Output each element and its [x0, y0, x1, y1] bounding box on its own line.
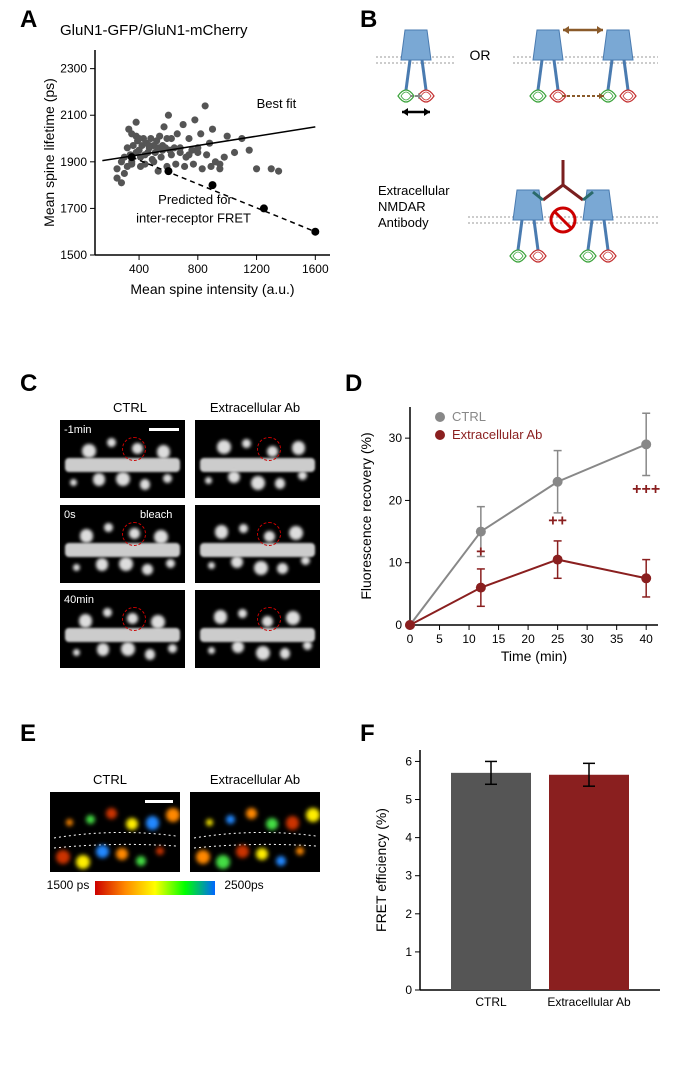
svg-text:1700: 1700 — [60, 201, 87, 215]
svg-text:Predicted for: Predicted for — [158, 192, 232, 207]
svg-text:40: 40 — [640, 632, 654, 646]
svg-text:400: 400 — [129, 262, 149, 276]
svg-text:5: 5 — [436, 632, 443, 646]
svg-text:Fluorescence recovery (%): Fluorescence recovery (%) — [358, 432, 374, 599]
panel-f-chart: 0 1 2 3 4 5 6 FRET efficiency (%) CTRL Extracellu… — [370, 740, 670, 1030]
svg-text:1200: 1200 — [243, 262, 270, 276]
svg-text:1600: 1600 — [302, 262, 329, 276]
svg-text:0: 0 — [405, 983, 412, 997]
svg-text:35: 35 — [610, 632, 624, 646]
svg-text:inter-receptor FRET: inter-receptor FRET — [136, 210, 251, 225]
svg-text:1: 1 — [405, 945, 412, 959]
panel-d-chart: 0 5 10 15 20 25 30 35 40 0 10 20 30 Time (min) Fluores… — [355, 395, 670, 665]
svg-text:+: + — [476, 543, 485, 560]
svg-text:15: 15 — [492, 632, 506, 646]
svg-text:Time (min): Time (min) — [501, 648, 567, 664]
svg-text:1500: 1500 — [60, 248, 87, 262]
svg-text:Extracellular Ab: Extracellular Ab — [547, 995, 631, 1009]
panel-e-label: E — [20, 720, 36, 748]
svg-text:Antibody: Antibody — [378, 215, 429, 230]
svg-text:30: 30 — [580, 632, 594, 646]
svg-text:CTRL: CTRL — [452, 409, 486, 424]
svg-text:Extracellular: Extracellular — [378, 183, 450, 198]
svg-text:++: ++ — [548, 512, 567, 529]
svg-text:800: 800 — [188, 262, 208, 276]
svg-text:25: 25 — [551, 632, 565, 646]
svg-text:6: 6 — [405, 754, 412, 768]
svg-text:0: 0 — [395, 618, 402, 632]
svg-text:Mean spine lifetime (ps): Mean spine lifetime (ps) — [41, 78, 57, 227]
svg-text:Best fit: Best fit — [257, 96, 297, 111]
svg-text:20: 20 — [521, 632, 535, 646]
svg-text:0: 0 — [407, 632, 414, 646]
panel-c-ab-label: Extracellular Ab — [185, 400, 325, 415]
svg-text:1900: 1900 — [60, 155, 87, 169]
panel-a-chart: 4008001200160015001700190021002300Mean s… — [40, 40, 340, 300]
panel-c-label: C — [20, 370, 37, 398]
svg-text:20: 20 — [389, 493, 403, 507]
panel-b-diagram: OR ExtracellularNMDARAntibody — [368, 20, 668, 320]
svg-text:Extracellular Ab: Extracellular Ab — [452, 427, 542, 442]
svg-text:NMDAR: NMDAR — [378, 199, 426, 214]
panel-d-label: D — [345, 370, 362, 398]
panel-c-ctrl-label: CTRL — [80, 400, 180, 415]
panel-a-title: GluN1-GFP/GluN1-mCherry — [60, 22, 248, 39]
panel-e-ctrl-label: CTRL — [60, 772, 160, 787]
svg-text:3: 3 — [405, 869, 412, 883]
svg-text:10: 10 — [389, 556, 403, 570]
svg-text:2: 2 — [405, 907, 412, 921]
svg-text:2300: 2300 — [60, 62, 87, 76]
panel-e-ab-label: Extracellular Ab — [185, 772, 325, 787]
svg-text:OR: OR — [470, 47, 491, 63]
svg-text:4: 4 — [405, 831, 412, 845]
svg-text:FRET efficiency (%): FRET efficiency (%) — [373, 808, 389, 932]
panel-a-label: A — [20, 6, 37, 34]
svg-text:5: 5 — [405, 793, 412, 807]
svg-text:Mean spine intensity (a.u.): Mean spine intensity (a.u.) — [130, 281, 294, 297]
svg-text:CTRL: CTRL — [475, 995, 507, 1009]
svg-text:10: 10 — [462, 632, 476, 646]
svg-text:30: 30 — [389, 431, 403, 445]
svg-text:2100: 2100 — [60, 108, 87, 122]
svg-text:+++: +++ — [632, 481, 660, 498]
